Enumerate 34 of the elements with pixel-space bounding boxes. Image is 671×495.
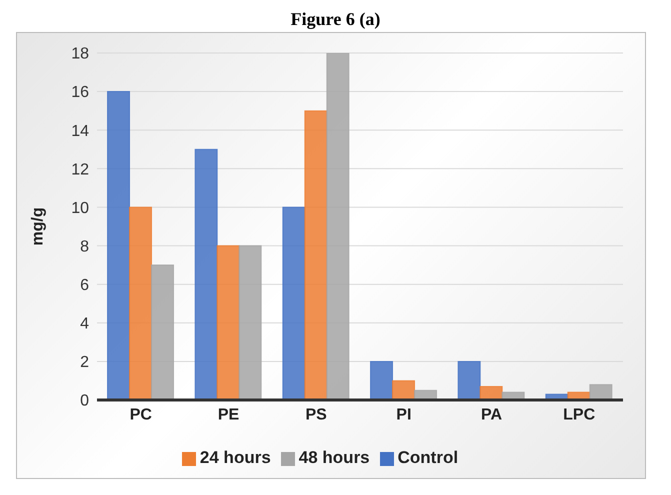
bar: [458, 360, 481, 400]
y-tick-label: 8: [80, 238, 90, 256]
bar: [129, 206, 152, 400]
bar: [194, 148, 218, 400]
y-tick-label: 12: [71, 161, 90, 178]
y-axis-title: mg/g: [30, 207, 47, 246]
y-tick-label: 0: [80, 392, 90, 410]
x-tick-label: PE: [218, 406, 240, 424]
y-tick-label: 6: [80, 277, 90, 294]
legend-label: 24 hours: [200, 448, 271, 467]
chart-title: Figure 6 (a): [290, 8, 382, 31]
bar: [304, 110, 328, 400]
y-tick-label: 14: [71, 122, 90, 140]
x-tick-label: PC: [130, 406, 152, 424]
bar: [326, 53, 350, 400]
x-tick-label: PA: [480, 406, 502, 424]
y-tick-label: 18: [71, 46, 90, 63]
x-tick-label: PS: [305, 406, 328, 424]
y-tick-label: 2: [80, 354, 90, 372]
bar: [589, 384, 612, 400]
y-tick-label: 4: [80, 316, 90, 333]
bar: [282, 206, 306, 400]
y-tick-label: 10: [71, 200, 90, 217]
legend-label: Control: [398, 448, 458, 467]
x-tick-label: LPC: [563, 406, 596, 424]
bar: [151, 264, 174, 400]
y-tick-label: 16: [71, 84, 90, 102]
x-tick-label: PI: [396, 406, 412, 424]
bar: [392, 380, 416, 400]
bar: [107, 91, 130, 400]
bar: [370, 360, 394, 400]
bar: [216, 245, 240, 400]
bar: [238, 245, 262, 400]
legend-label: 48 hours: [298, 448, 370, 467]
